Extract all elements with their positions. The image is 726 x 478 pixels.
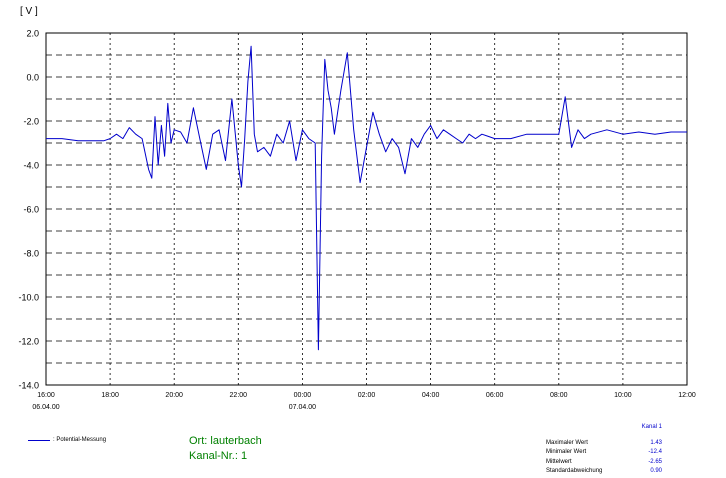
y-ticks: 2.0 0.0 -2.0 -4.0 -6.0 -8.0 -10.0 -12.0 -14.0 xyxy=(18,29,39,391)
plot-frame xyxy=(45,32,688,386)
x-dates: 06.04.00 07.04.00 xyxy=(32,404,316,411)
x-tick-label: 16:00 xyxy=(37,392,55,399)
y-tick-label: -6.0 xyxy=(23,205,39,215)
statistics-panel: Kanal 1 Maximaler Wert 1.43 Minimaler We… xyxy=(546,423,662,477)
x-tick-label: 20:00 xyxy=(165,392,183,399)
stats-value: 0.90 xyxy=(650,468,662,474)
x-ticks: 16:00 18:00 20:00 22:00 00:00 02:00 04:00 06:00… xyxy=(37,392,696,399)
y-tick-label: -12.0 xyxy=(18,337,39,347)
grid xyxy=(46,33,687,385)
y-tick-label: -2.0 xyxy=(23,117,39,127)
y-tick-label: -8.0 xyxy=(23,249,39,259)
series-group xyxy=(46,45,687,351)
stats-row: Maximaler Wert 1.43 xyxy=(546,439,662,449)
legend-label: : Potential-Messung xyxy=(53,437,107,443)
channel-label: Kanal-Nr.: 1 xyxy=(189,450,248,462)
x-tick-label: 00:00 xyxy=(294,392,312,399)
y-tick-label: 0.0 xyxy=(26,73,39,83)
stats-label: Maximaler Wert xyxy=(546,439,588,446)
stats-label: Standardabweichung xyxy=(546,468,603,474)
series-line xyxy=(46,45,687,351)
x-tick-label: 08:00 xyxy=(550,392,568,399)
x-tick-label: 18:00 xyxy=(101,392,119,399)
stats-value: -12.4 xyxy=(648,449,662,455)
x-tick-label: 06:00 xyxy=(486,392,504,399)
stats-value: 1.43 xyxy=(650,439,662,446)
stats-value: -2.65 xyxy=(648,458,662,465)
stats-row: Minimaler Wert -12.4 xyxy=(546,448,662,458)
x-tick-label: 04:00 xyxy=(422,392,440,399)
y-tick-label: 2.0 xyxy=(26,29,39,39)
y-tick-label: -14.0 xyxy=(18,381,39,391)
x-tick-label: 22:00 xyxy=(230,392,248,399)
legend: : Potential-Messung xyxy=(28,437,106,443)
stats-header: Kanal 1 xyxy=(641,424,662,430)
stats-row: Standardabweichung 0.90 xyxy=(546,467,662,477)
legend-line-swatch xyxy=(28,439,50,441)
stats-header-row: Kanal 1 xyxy=(546,423,662,433)
y-tick-label: -10.0 xyxy=(18,293,39,303)
location-label: Ort: lauterbach xyxy=(189,435,262,447)
stats-label: Mittelwert xyxy=(546,458,572,465)
y-axis-unit: [ V ] xyxy=(20,6,38,17)
x-tick-label: 10:00 xyxy=(614,392,632,399)
stats-row: Mittelwert -2.65 xyxy=(546,458,662,468)
location-info: Ort: lauterbach Kanal-Nr.: 1 xyxy=(189,434,262,464)
x-date-label: 06.04.00 xyxy=(32,404,59,411)
y-tick-label: -4.0 xyxy=(23,161,39,171)
stats-label: Minimaler Wert xyxy=(546,449,587,455)
x-tick-label: 02:00 xyxy=(358,392,376,399)
x-tick-label: 12:00 xyxy=(678,392,696,399)
x-date-label: 07.04.00 xyxy=(289,404,316,411)
